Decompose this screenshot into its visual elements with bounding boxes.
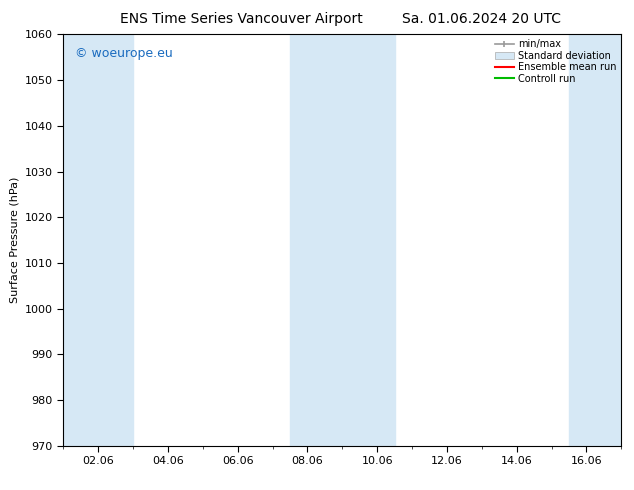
Bar bbox=[63, 34, 133, 446]
Text: © woeurope.eu: © woeurope.eu bbox=[75, 47, 172, 60]
Text: Sa. 01.06.2024 20 UTC: Sa. 01.06.2024 20 UTC bbox=[403, 12, 561, 26]
Y-axis label: Surface Pressure (hPa): Surface Pressure (hPa) bbox=[10, 177, 19, 303]
Bar bbox=[569, 34, 621, 446]
Bar bbox=[290, 34, 394, 446]
Legend: min/max, Standard deviation, Ensemble mean run, Controll run: min/max, Standard deviation, Ensemble me… bbox=[493, 37, 618, 85]
Text: ENS Time Series Vancouver Airport: ENS Time Series Vancouver Airport bbox=[120, 12, 362, 26]
